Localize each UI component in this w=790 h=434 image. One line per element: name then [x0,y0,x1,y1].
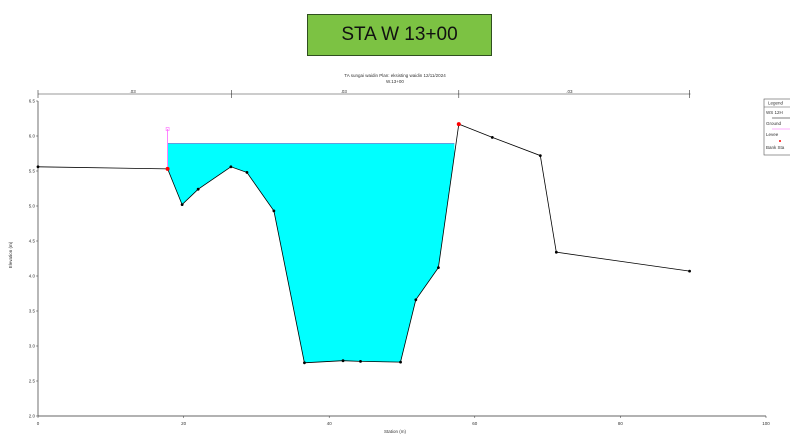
ground-point [36,165,40,169]
legend: Legend WS 12H Ground Levee Bank Sta [763,98,790,156]
ground-point [359,360,362,363]
bank-station-point [165,166,170,171]
bank-station-point [456,122,461,127]
ground-point [554,250,558,254]
legend-title: Legend [768,101,784,106]
ground-point [303,361,306,365]
y-tick-label: 4.0 [29,274,36,279]
chart-title-line1: TA sungai waidin Plan: eksisting waidin … [344,73,446,78]
y-tick-label: 3.0 [29,344,36,349]
y-tick-label: 5.5 [29,169,36,174]
y-tick-label: 2.5 [29,379,36,384]
x-tick-label: 80 [618,421,624,426]
ground-point [196,187,200,191]
ground-point [245,171,249,174]
roughness-label: .03 [341,89,348,94]
ground-point [437,266,440,269]
ground-point [272,209,276,213]
y-tick-label: 5.0 [29,204,36,209]
roughness-label: .03 [130,89,137,94]
chart-title-line2: W.13+00 [386,79,404,84]
legend-entry-ground: Ground [766,121,782,126]
legend-entry-levee: Levee [766,132,779,137]
y-tick-label: 4.5 [29,239,36,244]
x-tick-label: 60 [472,421,478,426]
ground-point [229,165,233,169]
x-tick-label: 0 [37,421,40,426]
x-tick-label: 20 [181,421,187,426]
ground-point [180,203,184,207]
ground-point [399,360,402,364]
x-tick-label: 100 [762,421,770,426]
levee-marker [165,127,170,131]
y-tick-label: 2.0 [29,414,36,419]
x-tick-label: 40 [327,421,333,426]
legend-entry-bank: Bank Sta [766,145,785,150]
ground-point [341,359,345,363]
roughness-label: .03 [566,89,573,94]
ground-point [490,136,494,139]
ground-point [538,154,542,158]
ground-point [414,298,418,302]
station-label: STA W 13+00 [307,14,492,56]
ground-line [37,123,690,364]
legend-entry-ws: WS 12H [766,110,783,115]
y-tick-label: 3.5 [29,309,36,314]
x-axis-label: Station (m) [384,429,407,434]
plot-area: 2.0 2.5 3.0 3.5 4.0 4.5 5.0 5.5 6.0 6.5 0 20 40 60 80 1… [29,89,771,426]
water-area [167,143,455,363]
y-tick-label: 6.0 [29,134,36,139]
ground-point [688,269,691,273]
y-tick-label: 6.5 [29,99,36,104]
y-axis-label: Elevation (m) [8,241,13,268]
